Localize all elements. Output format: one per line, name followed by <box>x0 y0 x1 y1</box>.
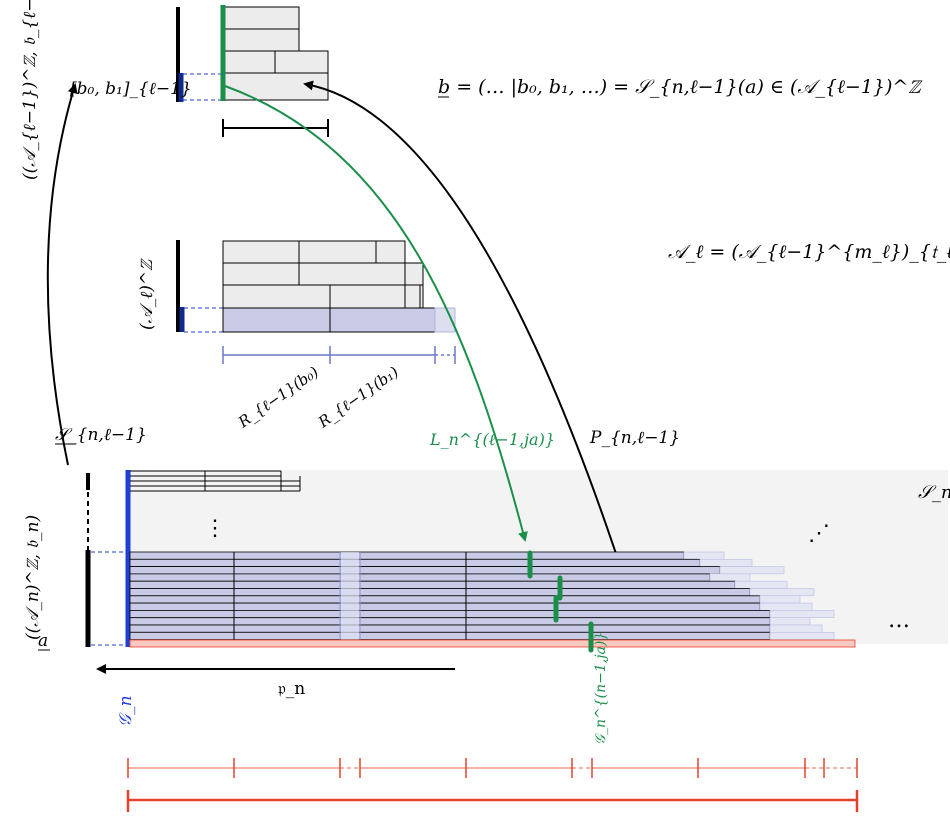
top-bracket <box>222 119 329 137</box>
red-ruler-ticks <box>127 758 858 778</box>
top-stack <box>222 6 329 101</box>
stack-row <box>129 602 761 611</box>
stack-row-tail <box>699 558 753 567</box>
pn-label: 𝔭_n <box>278 679 305 699</box>
P-map-arrow <box>303 80 629 591</box>
stack-row <box>129 573 711 582</box>
Gn-label: 𝒢_n <box>116 695 136 727</box>
stack-row <box>129 631 771 640</box>
stack-gap <box>341 552 359 640</box>
stack-row <box>129 558 701 567</box>
mid-axis-label: (𝒜_ℓ)^ℤ <box>137 258 157 330</box>
stack-row <box>129 595 761 604</box>
mid-stack <box>222 240 456 333</box>
stack-row-tail <box>709 573 751 582</box>
stack-row-tail <box>769 617 811 626</box>
stack-row-tail <box>769 610 835 619</box>
P-map-label: P_{n,ℓ−1} <box>589 428 680 448</box>
b-definition: b = (… |b₀, b₁, …) = 𝒮_{n,ℓ−1}(a) ∈ (𝒜_{… <box>438 76 923 98</box>
L-map-label: L_n^{(ℓ−1,ja)} <box>429 430 555 449</box>
R1-label: R_{ℓ−1}(b₁) <box>314 363 402 432</box>
S-map-label: 𝒮_{n,ℓ−1} <box>55 425 147 445</box>
bottom-top-stack <box>130 470 301 492</box>
stack-row-tail <box>749 588 815 597</box>
A-definition: 𝒜_ℓ = (𝒜_{ℓ−1}^{m_ℓ})_{𝔱_ℓ} <box>668 241 950 263</box>
stack-row <box>129 617 771 626</box>
bottom-axis-label: ((𝒜_n)^ℤ, 𝔟_n) <box>23 515 43 640</box>
stack-row-tail <box>769 624 823 633</box>
stack-row-tail <box>734 580 788 589</box>
top-axis-label: ((𝒜_{ℓ−1})^ℤ, 𝔟_{ℓ−1}) <box>20 0 40 180</box>
stack-row <box>129 588 751 597</box>
vdots: ⋮ <box>204 516 226 541</box>
stack-row-tail <box>769 631 835 640</box>
S-map-arrow <box>46 83 78 466</box>
stack-row-tail <box>719 566 785 575</box>
Gn-sub-label: 𝒢_n^{(n−1,ja)} <box>593 632 609 745</box>
stack-row-tail <box>683 551 725 560</box>
hdots: … <box>888 608 910 633</box>
stack-row-tail <box>759 595 801 604</box>
red-bracket <box>126 790 859 812</box>
mid-ruler <box>222 346 456 364</box>
stack-row-tail <box>759 602 813 611</box>
stack-row <box>129 551 685 560</box>
a-label: a <box>38 631 48 651</box>
Sn-label: 𝒮_n <box>918 482 950 503</box>
top-interval-label: [b₀, b₁]_{ℓ−1} <box>70 79 192 99</box>
stack-row <box>129 580 736 589</box>
stack-row <box>129 566 721 575</box>
stack-row <box>129 624 771 633</box>
green-markers <box>527 550 594 653</box>
R0-label: R_{ℓ−1}(b₀) <box>234 363 322 432</box>
stack-row <box>129 610 771 619</box>
ddots: ⋰ <box>808 521 830 546</box>
bottom-big-stack <box>129 551 835 640</box>
L-map-arrow <box>224 85 528 542</box>
bottom-red-row <box>129 639 856 648</box>
